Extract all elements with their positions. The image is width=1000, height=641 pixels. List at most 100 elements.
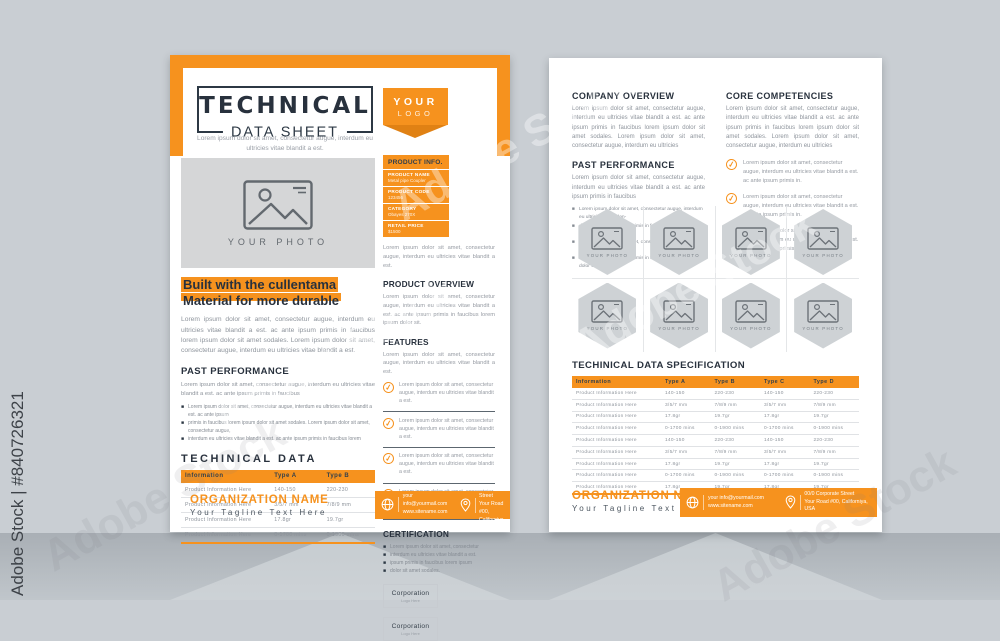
footer-address-text: 00/0 Corporate Street Your Road #00, Cal… (804, 491, 871, 514)
col-header: Type C (760, 376, 810, 388)
corporation-name: Corporation (386, 623, 435, 630)
cell-type-d: 19.7gr (809, 458, 859, 470)
col-header: Type A (270, 470, 322, 483)
cell-type-b: 19.7gr (710, 458, 760, 470)
bullet-text: Lorem ipsum dolor sit amet, consectetur (390, 543, 479, 551)
cell-type-c: 140-150 (760, 435, 810, 447)
check-circle-icon: ✓ (382, 417, 394, 429)
product-info-value: $1500 (388, 229, 444, 234)
footer-divider (398, 497, 399, 512)
table-row: Product Information Here 140-150 220-230… (572, 388, 859, 399)
footer-email: your info@yourmail.com (403, 493, 447, 507)
table-row: Product Information Here 3/5/7 mm 7/8/9 … (572, 399, 859, 411)
cell-type-a: 140-150 (661, 435, 711, 447)
cell-type-a: 17.8gr (661, 411, 711, 423)
footer-address-text: 00/0 Corporate Street Your Road #00, Cal… (479, 478, 506, 533)
corporation-logo-box: Corporation Logo Here (383, 584, 438, 608)
globe-icon (686, 496, 699, 509)
photo-label: YOUR PHOTO (802, 253, 843, 258)
product-info-value: Metal pipe Coupler (388, 178, 444, 183)
photo-label: YOUR PHOTO (730, 326, 771, 331)
image-placeholder-icon (591, 227, 623, 250)
check-circle-icon: ✓ (382, 381, 394, 393)
feature-text: Lorem ipsum dolor sit amet, consectetur … (399, 418, 495, 442)
photo-label: YOUR PHOTO (228, 237, 328, 247)
image-placeholder-icon (807, 300, 839, 323)
hexagon-photo-placeholder: YOUR PHOTO (722, 209, 780, 275)
spec-heading: TECHINICAL DATA SPECIFICATION (572, 360, 859, 371)
cell-type-b: 0-1900 mins (710, 423, 760, 435)
footer-divider (703, 495, 704, 510)
bullet-item: ■primis in faucibus lorem ipsum dolor si… (181, 419, 375, 435)
organization-tagline: Your Tagline Text Here (190, 508, 329, 517)
cell-info: Product Information Here (572, 470, 661, 482)
image-placeholder-icon (735, 300, 767, 323)
product-info-value: Obayes 270X (388, 212, 444, 217)
title-box: TECHNICAL DATA SHEET (197, 86, 373, 133)
cell-type-b: 0-1900 mins (710, 470, 760, 482)
bullet-marker: ■ (383, 551, 386, 559)
image-placeholder-icon (591, 300, 623, 323)
product-info-sidebar: PRODUCT INFO. PRODUCT NAME Metal pipe Co… (383, 155, 449, 237)
table-row: Product Information Here 0-1700 mins 0-1… (572, 423, 859, 435)
bullet-text: interdum eu ultricies vitae blandit a es… (390, 551, 476, 559)
cell-type-b: 19.7gr (710, 411, 760, 423)
product-info-header: PRODUCT INFO. (383, 155, 449, 169)
photo-label: YOUR PHOTO (802, 326, 843, 331)
photo-label: YOUR PHOTO (587, 326, 628, 331)
bullet-marker: ■ (181, 419, 184, 435)
cell-type-c: 17.8gr (760, 458, 810, 470)
bullet-text: Lorem ipsum dolor sit amet, consectetur … (188, 403, 375, 419)
hexagon-cell: YOUR PHOTO (716, 206, 788, 279)
company-overview-body: Lorem ipsum dolor sit amet, consectetur … (572, 105, 705, 151)
cell-type-c: 3/5/7 mm (760, 446, 810, 458)
hexagon-cell: YOUR PHOTO (572, 279, 644, 352)
cell-type-c: 140-150 (760, 388, 810, 399)
col-header: Type A (661, 376, 711, 388)
stock-preview-canvas: { "colors": { "accent": "#F6921E", "dark… (0, 0, 1000, 600)
spec-table: Information Type A Type B Type C Type D … (572, 376, 859, 495)
cell-type-c: 0-1700 mins (760, 470, 810, 482)
footer-contact-bar: your info@yourmail.com www.sitename.com … (680, 488, 877, 517)
bullet-marker: ■ (383, 559, 386, 567)
cell-type-c: 17.8gr (760, 411, 810, 423)
col-header: Type B (323, 470, 375, 483)
bullet-text: dolor sit amet sodales. (390, 567, 440, 575)
corporation-sub: Logo Here (386, 631, 435, 636)
footer-road: Your Road #00, Californiya, USA (479, 501, 505, 530)
bullet-item: ■ipsum primis in faucibus lorem ipsum (383, 559, 495, 567)
hexagon-cell: YOUR PHOTO (787, 206, 859, 279)
location-pin-icon (460, 498, 471, 512)
title-block: TECHNICAL DATA SHEET (197, 86, 373, 133)
past-performance-heading: PAST PERFORMANCE (572, 160, 705, 170)
image-placeholder-icon (243, 180, 313, 230)
organization-name: ORGANIZATION NAME (190, 494, 329, 506)
product-overview-body: Lorem ipsum dolor sit amet, consectetur … (383, 293, 495, 327)
cell-info: Product Information Here (572, 458, 661, 470)
corporation-logo-box: Corporation Logo Here (383, 617, 438, 641)
cell-info: Product Information Here (572, 399, 661, 411)
cell-type-b: 7/8/9 mm (710, 446, 760, 458)
cell-info: Product Information Here (572, 411, 661, 423)
location-pin-icon (785, 495, 796, 509)
table-row: Product Information Here 17.8gr 19.7gr 1… (572, 458, 859, 470)
core-competencies-heading: CORE COMPETENCIES (726, 91, 859, 101)
feature-item: ✓ Lorem ipsum dolor sit amet, consectetu… (383, 376, 495, 412)
cell-type-d: 220-230 (809, 435, 859, 447)
feature-item: ✓ Lorem ipsum dolor sit amet, consectetu… (383, 412, 495, 448)
cell-type-a: 0-1700 mins (661, 470, 711, 482)
product-info-item: PRODUCT CODE 123456 (383, 186, 449, 203)
cell-info: Product Information Here (572, 435, 661, 447)
table-header-row: Information Type A Type B (181, 470, 375, 483)
cell-type-d: 0-1900 mins (809, 470, 859, 482)
competency-item: ✓ Lorem ipsum dolor sit amet, consectetu… (726, 159, 859, 185)
hexagon-cell: YOUR PHOTO (716, 279, 788, 352)
table-row: Product Information Here 17.8gr 19.7gr 1… (572, 411, 859, 423)
orange-frame-right (497, 68, 510, 156)
bullet-marker: ■ (181, 435, 184, 443)
spec-section: TECHINICAL DATA SPECIFICATION Informatio… (572, 360, 859, 495)
check-circle-icon: ✓ (382, 453, 394, 465)
cell-type-a: 140-150 (661, 388, 711, 399)
cell-type-a: 3/5/7 mm (661, 399, 711, 411)
cell-type-a: 0-1700 mins (661, 423, 711, 435)
